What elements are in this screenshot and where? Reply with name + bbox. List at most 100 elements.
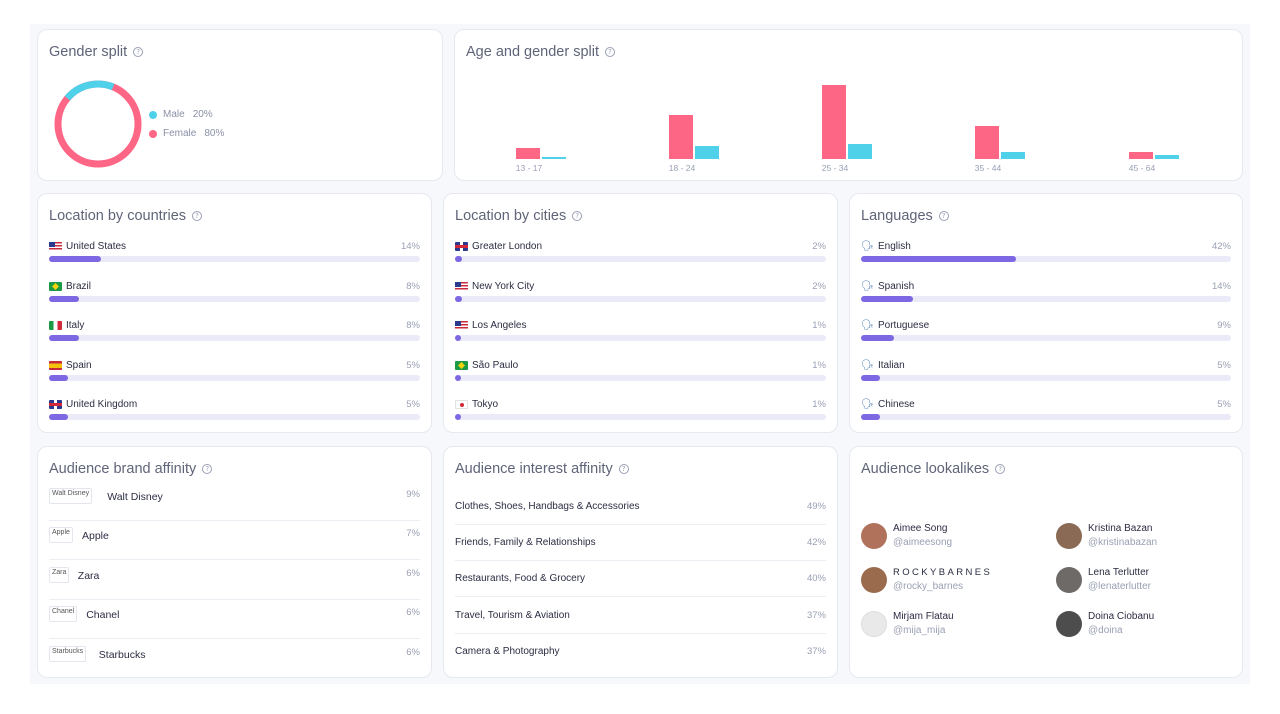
help-icon[interactable]: ? xyxy=(192,211,203,221)
progress-track xyxy=(455,295,826,302)
interest-value: 42% xyxy=(806,537,826,549)
flag-br-icon xyxy=(49,281,62,291)
avatar[interactable] xyxy=(861,611,887,637)
flag-us-icon xyxy=(455,321,468,330)
progress-row: Greater London 2% xyxy=(455,241,826,271)
brand-logo: Zara xyxy=(49,566,70,583)
age-bar-chart: 13 - 17 18 - 24 25 - 34 35 - 44 45 - 64 xyxy=(455,30,1244,182)
gender-split-card: Gender split ? Male 20% Female 80% xyxy=(37,29,443,181)
progress-fill xyxy=(861,335,895,341)
brand-value: 9% xyxy=(406,489,420,500)
help-icon[interactable]: ? xyxy=(605,47,616,57)
row-value: 14% xyxy=(400,241,420,252)
flag-es-icon xyxy=(49,360,62,370)
lookalike-item[interactable]: Doina Ciobanu @doina xyxy=(1056,609,1246,643)
row-label-text: Chinese xyxy=(878,399,915,410)
interest-name: Friends, Family & Relationships xyxy=(455,537,596,549)
brand-name: Walt Disney xyxy=(107,491,163,503)
row-value: 5% xyxy=(406,359,420,371)
lookalike-item[interactable]: ROCKYBARNES @rocky_barnes xyxy=(861,565,1051,599)
progress-fill xyxy=(49,335,79,341)
interest-row[interactable]: Clothes, Shoes, Handbags & Accessories 49… xyxy=(455,489,826,525)
legend-male-value: 20% xyxy=(192,109,213,120)
row-label: São Paulo xyxy=(455,360,518,371)
lookalike-handle[interactable]: @kristinabazan xyxy=(1088,537,1158,548)
lookalike-name[interactable]: Kristina Bazan xyxy=(1088,523,1153,534)
gender-donut-chart xyxy=(54,80,142,168)
lookalike-name[interactable]: ROCKYBARNES xyxy=(893,567,993,578)
flag-it-icon xyxy=(49,321,62,330)
progress-fill xyxy=(861,256,1017,262)
help-icon[interactable]: ? xyxy=(572,211,583,221)
lookalike-name[interactable]: Doina Ciobanu xyxy=(1088,611,1155,622)
interest-value: 37% xyxy=(806,609,826,621)
help-icon[interactable]: ? xyxy=(133,47,144,57)
progress-track xyxy=(49,374,420,381)
progress-fill xyxy=(49,414,68,420)
brand-logo: Walt Disney xyxy=(49,488,93,504)
lookalike-handle[interactable]: @rocky_barnes xyxy=(893,581,964,592)
brand-affinity-title: Audience brand affinity ? xyxy=(49,461,213,477)
lookalike-name[interactable]: Mirjam Flatau xyxy=(893,611,954,622)
age-tick-label: 25 - 34 xyxy=(821,163,849,173)
row-label-text: Spain xyxy=(66,359,92,371)
help-icon[interactable]: ? xyxy=(202,464,213,474)
lookalike-handle[interactable]: @lenaterlutter xyxy=(1088,581,1151,592)
lookalike-item[interactable]: Aimee Song @aimeesong xyxy=(861,521,1051,555)
help-icon[interactable]: ? xyxy=(618,464,629,474)
avatar[interactable] xyxy=(861,567,887,593)
lookalike-handle[interactable]: @aimeesong xyxy=(893,537,953,548)
interest-name: Clothes, Shoes, Handbags & Accessories xyxy=(455,501,640,512)
progress-track xyxy=(455,414,826,420)
lookalike-name[interactable]: Lena Terlutter xyxy=(1088,567,1149,578)
lookalike-handle[interactable]: @doina xyxy=(1088,625,1123,636)
progress-row: 🗣 English 42% xyxy=(861,241,1231,271)
female-dot-icon xyxy=(149,129,157,138)
progress-track xyxy=(861,374,1231,381)
interest-row[interactable]: Friends, Family & Relationships 42% xyxy=(455,525,826,562)
age-gender-card: Age and gender split ? 13 - 17 18 - 24 25 … xyxy=(454,29,1243,181)
help-icon[interactable]: ? xyxy=(995,464,1006,474)
brand-row[interactable]: Walt Disney Walt Disney 9% xyxy=(49,482,420,521)
lookalike-name[interactable]: Aimee Song xyxy=(893,523,948,534)
legend-female: Female 80% xyxy=(149,128,224,139)
progress-track xyxy=(861,295,1231,302)
avatar[interactable] xyxy=(1056,523,1082,549)
legend-female-value: 80% xyxy=(204,128,225,139)
interest-row[interactable]: Camera & Photography 37% xyxy=(455,634,826,670)
avatar[interactable] xyxy=(1056,567,1082,593)
brand-row[interactable]: Chanel Chanel 6% xyxy=(49,600,420,640)
interest-name: Travel, Tourism & Aviation xyxy=(455,609,570,621)
row-value: 2% xyxy=(812,241,826,252)
lookalike-handle[interactable]: @mija_mija xyxy=(893,625,946,636)
progress-fill xyxy=(455,256,463,262)
brand-row[interactable]: Apple Apple 7% xyxy=(49,521,420,561)
cities-card: Location by cities ? Greater London 2% New… xyxy=(443,193,838,433)
help-icon[interactable]: ? xyxy=(938,211,949,221)
interest-row[interactable]: Travel, Tourism & Aviation 37% xyxy=(455,598,826,634)
brand-name: Apple xyxy=(82,530,109,543)
progress-row: United Kingdom 5% xyxy=(49,399,420,429)
lookalike-item[interactable]: Kristina Bazan @kristinabazan xyxy=(1056,521,1246,555)
interest-name: Restaurants, Food & Grocery xyxy=(455,573,586,585)
brand-row[interactable]: Zara Zara 6% xyxy=(49,561,420,600)
interest-value: 49% xyxy=(806,501,826,512)
gender-split-title: Gender split ? xyxy=(49,44,144,60)
row-label-text: Brazil xyxy=(66,280,92,292)
brand-value: 6% xyxy=(406,567,420,579)
lookalike-item[interactable]: Lena Terlutter @lenaterlutter xyxy=(1056,565,1246,599)
progress-track xyxy=(49,414,420,420)
progress-track xyxy=(455,374,826,381)
brand-row[interactable]: Starbucks Starbucks 6% xyxy=(49,640,420,679)
avatar[interactable] xyxy=(861,523,887,549)
interest-row[interactable]: Restaurants, Food & Grocery 40% xyxy=(455,561,826,598)
lookalike-item[interactable]: Mirjam Flatau @mija_mija xyxy=(861,609,1051,643)
progress-fill xyxy=(455,335,461,341)
avatar[interactable] xyxy=(1056,611,1082,637)
age-bar-male-4 xyxy=(1155,155,1179,159)
age-bar-female-0 xyxy=(516,147,540,159)
progress-track xyxy=(861,414,1231,420)
row-value: 1% xyxy=(812,320,826,331)
row-label-text: Tokyo xyxy=(472,399,499,410)
progress-fill xyxy=(455,414,461,420)
